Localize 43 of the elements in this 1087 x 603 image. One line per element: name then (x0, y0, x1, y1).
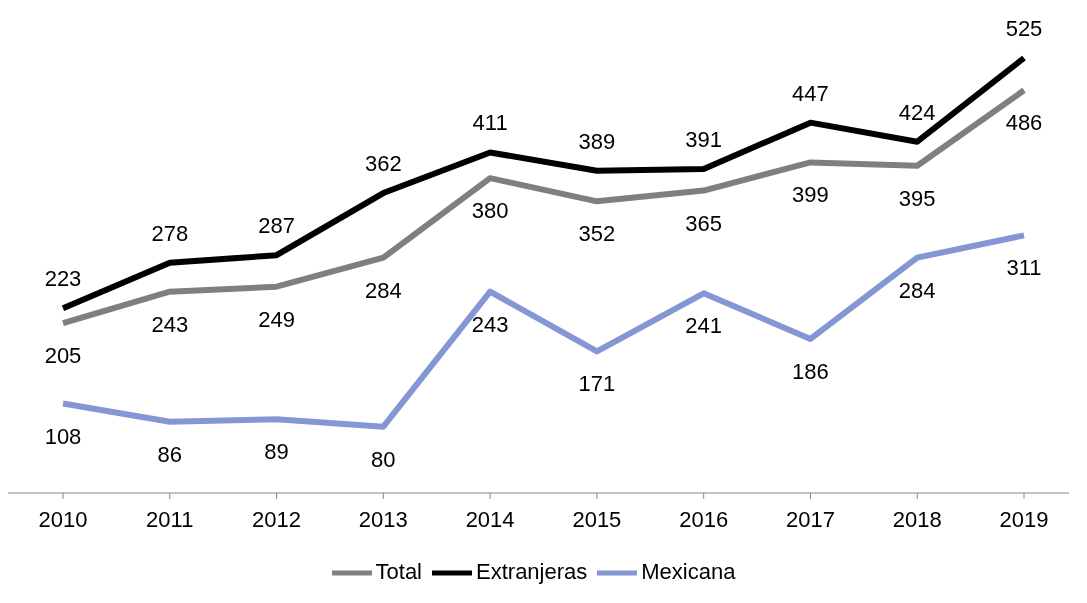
data-label: 411 (472, 110, 508, 136)
data-label: 243 (151, 311, 189, 337)
x-tick-label: 2018 (892, 506, 942, 532)
x-tick-label: 2011 (146, 506, 194, 532)
x-tick-label: 2010 (38, 506, 88, 532)
data-label: 284 (898, 277, 936, 303)
data-label: 186 (792, 358, 829, 384)
data-label: 395 (898, 185, 936, 211)
data-label: 362 (364, 151, 402, 177)
data-label: 108 (44, 423, 82, 449)
x-tick-label: 2013 (358, 506, 408, 532)
data-label: 241 (685, 313, 723, 339)
data-label: 249 (258, 306, 295, 332)
data-label: 89 (264, 439, 289, 465)
legend-label: Extranjeras (476, 558, 588, 584)
x-tick-label: 2014 (465, 506, 515, 532)
x-tick-label: 2012 (252, 506, 302, 532)
data-label: 284 (364, 277, 402, 303)
data-label: 171 (578, 371, 616, 397)
data-label: 389 (578, 128, 616, 154)
data-label: 86 (157, 441, 183, 467)
data-label: 365 (685, 210, 723, 236)
x-tick-label: 2017 (785, 506, 835, 532)
x-tick-label: 2019 (999, 506, 1049, 532)
data-label: 223 (44, 266, 82, 292)
data-label: 399 (792, 182, 829, 208)
legend-label: Mexicana (641, 558, 736, 584)
x-tick-label: 2015 (572, 506, 622, 532)
data-label: 278 (151, 220, 189, 246)
x-tick-label: 2016 (679, 506, 729, 532)
data-label: 380 (471, 198, 509, 224)
data-label: 287 (258, 213, 295, 239)
data-label: 352 (578, 221, 616, 247)
data-label: 525 (1005, 16, 1043, 41)
data-label: 80 (371, 446, 396, 472)
data-label: 243 (471, 311, 509, 337)
data-label: 311 (1006, 255, 1042, 281)
data-label: 486 (1005, 110, 1043, 136)
legend-label: Total (375, 558, 423, 584)
data-label: 391 (685, 127, 723, 153)
data-label: 447 (792, 80, 829, 106)
data-label: 205 (44, 343, 82, 369)
data-label: 424 (898, 99, 936, 125)
